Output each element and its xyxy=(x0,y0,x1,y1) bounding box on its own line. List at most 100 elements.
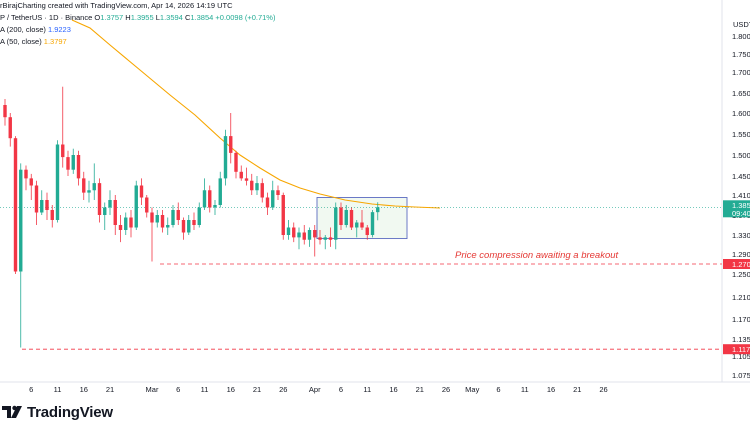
candle-body[interactable] xyxy=(213,205,217,208)
y-tick-label: 1.1700 xyxy=(732,315,750,324)
x-tick-label: 11 xyxy=(201,385,209,394)
candle-body[interactable] xyxy=(150,212,154,223)
x-tick-label: 26 xyxy=(442,385,450,394)
symbol-line: P / TetherUS · 1D · Binance O1.3757 H1.3… xyxy=(0,13,275,22)
candle-body[interactable] xyxy=(255,183,259,191)
candle-body[interactable] xyxy=(45,200,49,210)
candle-body[interactable] xyxy=(297,232,301,238)
candle-body[interactable] xyxy=(76,155,81,179)
candle-body[interactable] xyxy=(218,178,222,205)
candle-body[interactable] xyxy=(328,237,333,240)
y-tick-label: 1.4500 xyxy=(732,172,750,181)
candle-body[interactable] xyxy=(260,183,264,198)
candle-body[interactable] xyxy=(13,138,18,272)
candle-body[interactable] xyxy=(370,212,375,235)
candle-body[interactable] xyxy=(82,178,86,193)
candle-body[interactable] xyxy=(349,210,354,228)
candle-body[interactable] xyxy=(192,220,196,225)
current-price-label-bg xyxy=(723,200,750,218)
candle-body[interactable] xyxy=(134,185,138,228)
ma50-legend[interactable]: A (50, close) 1.3797 xyxy=(0,37,67,46)
candle-body[interactable] xyxy=(202,190,207,208)
ma50-line xyxy=(71,19,441,209)
candle-body[interactable] xyxy=(97,183,102,215)
candle-body[interactable] xyxy=(271,190,275,208)
candle-body[interactable] xyxy=(19,169,23,272)
x-tick-label: 6 xyxy=(29,385,33,394)
y-tick-label: 1.8000 xyxy=(732,32,750,41)
candle-body[interactable] xyxy=(160,215,165,228)
candle-body[interactable] xyxy=(24,169,28,179)
tradingview-logo[interactable]: TradingView xyxy=(2,400,113,424)
candle-body[interactable] xyxy=(197,207,201,226)
candle-body[interactable] xyxy=(286,227,291,236)
candle-body[interactable] xyxy=(344,210,348,225)
support-level-label-bg xyxy=(723,259,750,269)
candle-body[interactable] xyxy=(66,157,70,170)
candle-body[interactable] xyxy=(3,105,7,118)
symbol-name[interactable]: P / TetherUS · 1D · Binance xyxy=(0,13,93,22)
x-tick-label: Apr xyxy=(309,385,321,394)
candle-body[interactable] xyxy=(155,215,159,223)
candle-body[interactable] xyxy=(376,207,380,213)
y-tick-label: 1.6000 xyxy=(732,109,750,118)
candle-body[interactable] xyxy=(208,190,212,208)
candle-body[interactable] xyxy=(265,197,270,208)
candle-body[interactable] xyxy=(108,200,112,208)
candle-body[interactable] xyxy=(8,117,12,139)
candle-body[interactable] xyxy=(113,200,117,225)
candle-body[interactable] xyxy=(302,232,306,240)
candle-body[interactable] xyxy=(87,190,91,193)
candle-body[interactable] xyxy=(365,227,369,236)
candle-body[interactable] xyxy=(118,225,123,230)
candle-body[interactable] xyxy=(229,136,233,153)
candle-body[interactable] xyxy=(171,210,175,225)
candle-body[interactable] xyxy=(281,195,285,235)
candle-body[interactable] xyxy=(323,237,327,240)
x-tick-label: 11 xyxy=(54,385,62,394)
candle-body[interactable] xyxy=(250,180,254,191)
x-tick-label: 16 xyxy=(389,385,397,394)
ohlc-open-label: O xyxy=(94,13,101,22)
candle-body[interactable] xyxy=(334,207,338,240)
candle-body[interactable] xyxy=(50,210,54,220)
candle-body[interactable] xyxy=(103,207,107,216)
candle-body[interactable] xyxy=(124,217,128,231)
ma200-legend[interactable]: A (200, close) 1.9223 xyxy=(0,25,71,34)
candle-body[interactable] xyxy=(181,220,186,233)
candle-body[interactable] xyxy=(55,144,60,221)
candle-body[interactable] xyxy=(234,152,238,172)
candle-body[interactable] xyxy=(318,237,322,240)
candle-body[interactable] xyxy=(292,227,296,238)
candle-body[interactable] xyxy=(61,144,65,158)
low-level-label-bg xyxy=(723,344,750,355)
candle-body[interactable] xyxy=(34,185,39,213)
ma50-value: 1.3797 xyxy=(43,37,67,46)
candle-body[interactable] xyxy=(92,183,96,191)
candle-body[interactable] xyxy=(307,230,312,240)
candle-body[interactable] xyxy=(129,217,133,228)
candle-body[interactable] xyxy=(166,225,170,228)
x-tick-label: 21 xyxy=(106,385,114,394)
candle-body[interactable] xyxy=(40,200,44,213)
y-tick-label: 1.5500 xyxy=(732,130,750,139)
ma50-label: A (50, close) xyxy=(0,37,42,46)
candle-body[interactable] xyxy=(176,210,180,220)
candle-body[interactable] xyxy=(244,178,249,181)
price-chart[interactable]: USDT 1.8000 1.7500 1.7000 1.6500 1.6000 1.5500… xyxy=(0,0,750,400)
candle-body[interactable] xyxy=(187,220,191,233)
candle-body[interactable] xyxy=(339,207,343,226)
candle-body[interactable] xyxy=(223,136,228,179)
candle-body[interactable] xyxy=(139,185,144,198)
candle-body[interactable] xyxy=(313,230,317,238)
candle-body[interactable] xyxy=(71,155,75,170)
candle-body[interactable] xyxy=(145,197,149,213)
candle-body[interactable] xyxy=(360,222,364,228)
candle-body[interactable] xyxy=(276,190,280,195)
candle-body[interactable] xyxy=(355,222,359,228)
candle-body[interactable] xyxy=(29,178,33,186)
ohlc-open: 1.3757 xyxy=(100,13,124,22)
candle-body[interactable] xyxy=(239,171,243,179)
y-tick-label: 1.2100 xyxy=(732,293,750,302)
x-tick-label: 26 xyxy=(279,385,287,394)
